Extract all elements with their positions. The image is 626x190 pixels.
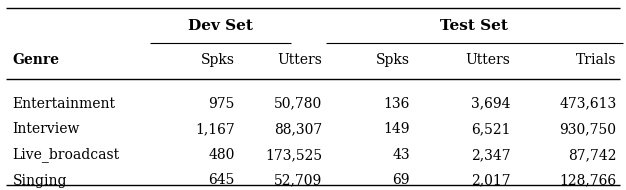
Text: Dev Set: Dev Set xyxy=(188,19,253,33)
Text: Live_broadcast: Live_broadcast xyxy=(13,147,120,162)
Text: 52,709: 52,709 xyxy=(274,173,322,188)
Text: Genre: Genre xyxy=(13,53,59,67)
Text: Utters: Utters xyxy=(277,53,322,67)
Text: 3,694: 3,694 xyxy=(471,97,510,111)
Text: Singing: Singing xyxy=(13,173,67,188)
Text: Spks: Spks xyxy=(201,53,235,67)
Text: 149: 149 xyxy=(384,122,410,136)
Text: Spks: Spks xyxy=(376,53,410,67)
Text: 88,307: 88,307 xyxy=(274,122,322,136)
Text: 480: 480 xyxy=(208,148,235,162)
Text: 173,525: 173,525 xyxy=(265,148,322,162)
Text: Entertainment: Entertainment xyxy=(13,97,116,111)
Text: 2,017: 2,017 xyxy=(471,173,510,188)
Text: Interview: Interview xyxy=(13,122,80,136)
Text: 1,167: 1,167 xyxy=(195,122,235,136)
Text: 6,521: 6,521 xyxy=(471,122,510,136)
Text: 87,742: 87,742 xyxy=(568,148,617,162)
Text: 645: 645 xyxy=(208,173,235,188)
Text: 43: 43 xyxy=(393,148,410,162)
Text: 69: 69 xyxy=(393,173,410,188)
Text: 2,347: 2,347 xyxy=(471,148,510,162)
Text: Test Set: Test Set xyxy=(440,19,508,33)
Text: 50,780: 50,780 xyxy=(274,97,322,111)
Text: 136: 136 xyxy=(384,97,410,111)
Text: 128,766: 128,766 xyxy=(560,173,617,188)
Text: 975: 975 xyxy=(208,97,235,111)
Text: 473,613: 473,613 xyxy=(560,97,617,111)
Text: Utters: Utters xyxy=(465,53,510,67)
Text: Trials: Trials xyxy=(576,53,617,67)
Text: 930,750: 930,750 xyxy=(560,122,617,136)
